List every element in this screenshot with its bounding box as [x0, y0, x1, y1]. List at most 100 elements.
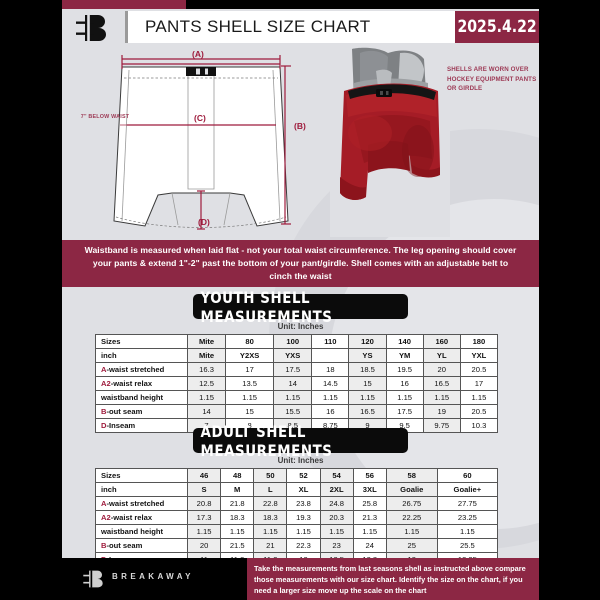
product-photo	[330, 47, 450, 237]
table-cell: 25.8	[352, 496, 387, 511]
table-cell: 12.5	[186, 376, 227, 391]
table-cell: 120	[348, 334, 387, 349]
table-row: inch Mite Y2XS YXS YS YM YL YXL	[95, 348, 499, 363]
table-cell: 23.8	[286, 496, 321, 511]
chart-sheet: PANTS SHELL SIZE CHART 2025.4.22	[62, 9, 539, 558]
table-cell: YS	[348, 348, 387, 363]
youth-banner-label: YOUTH SHELL MEASUREMENTS	[200, 287, 333, 326]
diagram-section: (A) (C) (B) (D) 7" BELOW WAIST	[62, 45, 539, 240]
youth-measurements-table: Sizes Mite 80 100 110 120 140 160 180 inch Mite Y2X…	[95, 334, 499, 433]
table-cell: 2XL	[319, 482, 354, 497]
table-cell	[311, 348, 350, 363]
label-c: (C)	[194, 113, 206, 123]
row-label: D-Inseam	[95, 418, 188, 433]
row-label: waistband height	[95, 524, 188, 539]
table-cell: 18.3	[220, 510, 255, 525]
table-cell: 17.5	[385, 404, 424, 419]
table-cell: Y2XS	[225, 348, 275, 363]
row-label: Sizes	[95, 334, 188, 349]
date-text: 2025.4.22	[457, 17, 537, 37]
footer-note: Take the measurements from last seasons …	[254, 563, 526, 595]
youth-section-banner: YOUTH SHELL MEASUREMENTS	[193, 288, 408, 326]
table-cell: 1.15	[352, 524, 387, 539]
table-row: inch S M L XL 2XL 3XL Goalie Goalie+	[95, 482, 499, 497]
row-marker: A2	[101, 513, 111, 522]
row-label: A-waist stretched	[95, 496, 188, 511]
adult-unit-label: Unit: Inches	[277, 456, 324, 465]
footer-b-monogram-icon	[83, 570, 103, 588]
table-cell: 9.75	[422, 418, 461, 433]
footer-brand: BREAKAWAY	[62, 558, 247, 600]
top-accent-bar	[62, 0, 186, 9]
table-cell: 52	[286, 468, 321, 483]
instruction-text: Waistband is measured when laid flat - n…	[84, 245, 517, 281]
table-cell: 17.3	[186, 510, 222, 525]
shorts-technical-drawing	[113, 55, 291, 230]
table-cell: 56	[352, 468, 387, 483]
adult-measurements-table: Sizes 46 48 50 52 54 56 58 60 inch S M L XL 2XL 3XL Goal…	[95, 468, 499, 558]
date-badge: 2025.4.22	[455, 11, 539, 43]
table-cell: 3XL	[352, 482, 387, 497]
label-d: (D)	[198, 217, 210, 227]
footer-brand-name: BREAKAWAY	[112, 572, 194, 581]
table-cell: 22.25	[385, 510, 438, 525]
row-label: A-waist stretched	[95, 362, 188, 377]
table-cell: S	[186, 482, 222, 497]
table-cell: L	[253, 482, 288, 497]
table-cell: 1.15	[253, 524, 288, 539]
brand-logo	[62, 9, 124, 45]
table-cell: 16	[311, 404, 350, 419]
b-monogram-icon	[76, 15, 106, 41]
row-marker: D	[101, 555, 106, 558]
table-cell: 17	[459, 376, 499, 391]
table-cell: 15.5	[273, 404, 313, 419]
row-marker: A2	[101, 379, 111, 388]
row-marker: D	[101, 421, 107, 430]
table-cell: 27.75	[436, 496, 499, 511]
table-cell: YM	[385, 348, 424, 363]
table-row: waistband height 1.15 1.15 1.15 1.15 1.15 1.15…	[95, 524, 499, 539]
table-cell: 18.5	[348, 362, 387, 377]
row-marker: B	[101, 541, 107, 550]
table-row: Sizes 46 48 50 52 54 56 58 60	[95, 468, 499, 483]
table-cell: 21.3	[352, 510, 387, 525]
table-cell: 15	[348, 376, 387, 391]
table-cell: 1.15	[225, 390, 275, 405]
table-cell: 17	[225, 362, 275, 377]
table-cell: 1.15	[273, 390, 313, 405]
footer: BREAKAWAY Take the measurements from las…	[62, 558, 539, 600]
table-row: A2-waist relax 12.5 13.5 14 14.5 15 16 16.5 17	[95, 376, 499, 391]
table-cell: 1.15	[319, 524, 354, 539]
table-cell: 13.25	[436, 552, 499, 558]
table-cell: 23	[319, 538, 354, 553]
table-cell: 21	[253, 538, 288, 553]
table-row: A-waist stretched 16.3 17 17.5 18 18.5 19.5 20 2…	[95, 362, 499, 377]
table-row: waistband height 1.15 1.15 1.15 1.15 1.15 1.15…	[95, 390, 499, 405]
table-cell: 1.15	[436, 524, 499, 539]
table-cell: 25	[385, 538, 438, 553]
table-cell: M	[220, 482, 255, 497]
table-cell: 17.5	[273, 362, 313, 377]
table-cell: 13.5	[225, 376, 275, 391]
table-cell: 18	[311, 362, 350, 377]
table-cell: 19	[422, 404, 461, 419]
table-cell: 1.15	[220, 524, 255, 539]
table-cell: 16.5	[348, 404, 387, 419]
table-cell: 140	[385, 334, 424, 349]
row-label: B-out seam	[95, 538, 188, 553]
table-cell: 1.15	[348, 390, 387, 405]
title-container: PANTS SHELL SIZE CHART	[125, 11, 458, 43]
table-cell: 16.5	[422, 376, 461, 391]
table-cell: Goalie	[385, 482, 438, 497]
table-cell: 14	[273, 376, 313, 391]
table-cell: 20.8	[186, 496, 222, 511]
table-cell: 20.3	[319, 510, 354, 525]
table-cell: 1.15	[311, 390, 350, 405]
table-cell: 22.8	[253, 496, 288, 511]
footer-note-box: Take the measurements from last seasons …	[247, 558, 539, 600]
table-cell: 46	[186, 468, 222, 483]
table-cell: 1.15	[385, 390, 424, 405]
table-cell: 26.75	[385, 496, 438, 511]
photo-note: SHELLS ARE WORN OVER HOCKEY EQUIPMENT PA…	[447, 66, 537, 93]
table-cell: 1.15	[186, 390, 227, 405]
